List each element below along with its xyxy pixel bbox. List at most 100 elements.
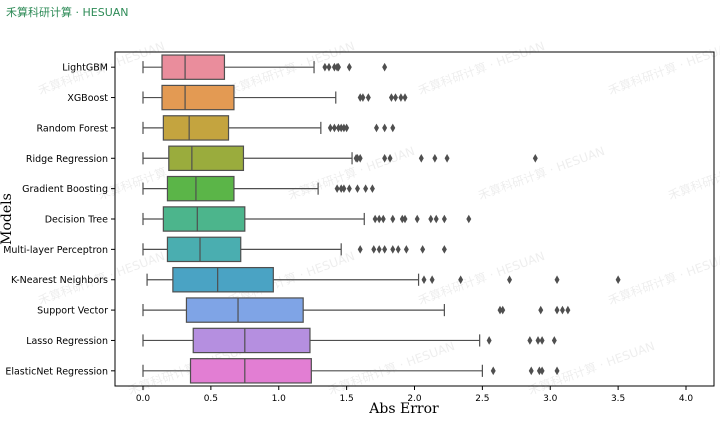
boxes-layer [142,54,621,384]
x-tick-label: 4.0 [679,394,694,404]
box-iqr [189,358,312,384]
outlier-point [374,123,379,133]
outlier-point [615,275,621,285]
outlier-point [360,93,366,102]
outlier-point [433,214,439,224]
y-tick-label: Gradient Boosting [22,184,108,195]
box-lightgbm [142,54,388,80]
outlier-point [441,214,447,224]
box-xgboost [142,84,408,111]
outlier-point [536,366,542,376]
outlier-point [538,305,544,315]
outlier-point [346,184,352,193]
outlier-point [490,366,496,376]
watermark-text: 禾算科研计算 · HESUAN [606,248,720,308]
x-tick-label: 1.0 [272,394,287,404]
outlier-point [344,123,350,133]
outlier-point [327,123,333,133]
outlier-point [376,245,382,254]
watermark-text: 禾算科研计算 · HESUAN [286,143,417,203]
box-ridge-regression [142,145,538,172]
watermark-text: 禾算科研计算 · HESUAN [416,248,547,308]
outlier-point [334,184,340,193]
y-tick-label: LightGBM [62,63,108,74]
outlier-point [421,275,427,285]
outlier-point [365,93,371,102]
outlier-point [382,153,388,163]
box-random-forest [142,115,396,141]
box-lasso-regression [142,327,557,354]
outlier-point [357,93,363,102]
outlier-point [371,245,377,254]
outlier-point [331,123,337,133]
watermark-text: 禾算科研计算 · HESUAN [476,143,607,203]
outlier-point [486,336,492,345]
outlier-point [428,214,434,224]
x-tick-label: 3.5 [611,394,625,404]
y-tick-label: Random Forest [36,123,108,134]
x-axis-label: Abs Error [368,401,439,417]
outlier-point [357,245,363,254]
box-iqr [172,266,274,293]
y-tick-label: Decision Tree [45,215,108,226]
outlier-point [380,214,386,224]
outlier-point [372,214,378,224]
outlier-point [441,245,447,254]
outlier-point [554,366,560,376]
watermark-text: 禾算科研计算 · HESUAN [416,38,547,98]
outlier-point [444,153,450,163]
y-tick-label: Lasso Regression [26,336,108,347]
y-axis-label: Models [0,193,15,245]
watermark-text: 禾算科研计算 · HESUAN [666,143,720,203]
watermark-text: 禾算科研计算 · HESUAN [526,338,657,398]
box-multi-layer-perceptron [142,236,447,263]
outlier-point [390,123,396,133]
y-tick-label: Multi-layer Perceptron [3,245,108,256]
y-tick-label: K-Nearest Neighbors [11,275,108,286]
outlier-point [322,62,328,72]
outlier-point [551,336,557,345]
outlier-point [336,62,341,72]
outlier-point [507,275,512,285]
outlier-point [346,62,352,72]
box-gradient-boosting [142,175,375,202]
box-iqr [168,145,245,172]
x-tick-label: 2.5 [475,394,489,404]
outlier-point [565,305,571,315]
box-elasticnet-regression [142,358,560,384]
x-tick-label: 2.0 [407,394,422,404]
outlier-point [432,153,438,163]
box-k-nearest-neighbors [146,266,621,293]
outlier-point [382,123,388,133]
watermark-text: 禾算科研计算 · HESUAN [326,338,457,398]
outlier-point [338,123,344,133]
outlier-point [331,62,337,72]
outlier-point [554,275,560,285]
outlier-point [539,366,545,376]
box-decision-tree [142,206,472,232]
outlier-point [338,184,344,193]
outlier-point [382,62,388,72]
outlier-point [429,275,435,285]
outlier-point [532,153,538,163]
outlier-point [393,93,398,102]
box-iqr [192,327,311,354]
outlier-point [387,153,393,163]
outlier-point [554,305,560,315]
outlier-point [528,366,534,376]
outlier-point [382,245,388,254]
outlier-point [559,305,565,315]
outlier-point [341,123,347,133]
box-iqr [166,175,235,202]
watermark-text: 禾算科研计算 · HESUAN [606,38,720,98]
outlier-point [357,153,363,163]
y-tick-label: Ridge Regression [26,154,108,165]
outlier-point [458,275,464,285]
x-axis: 0.0 0.5 1.0 1.5 2.0 2.5 3.0 3.5 4.0 [136,386,694,404]
brand-label: 禾算科研计算 · HESUAN [6,6,129,19]
outlier-point [539,336,545,345]
y-tick-label: Support Vector [37,306,108,317]
x-tick-label: 0.5 [204,394,218,404]
box-iqr [166,236,242,263]
